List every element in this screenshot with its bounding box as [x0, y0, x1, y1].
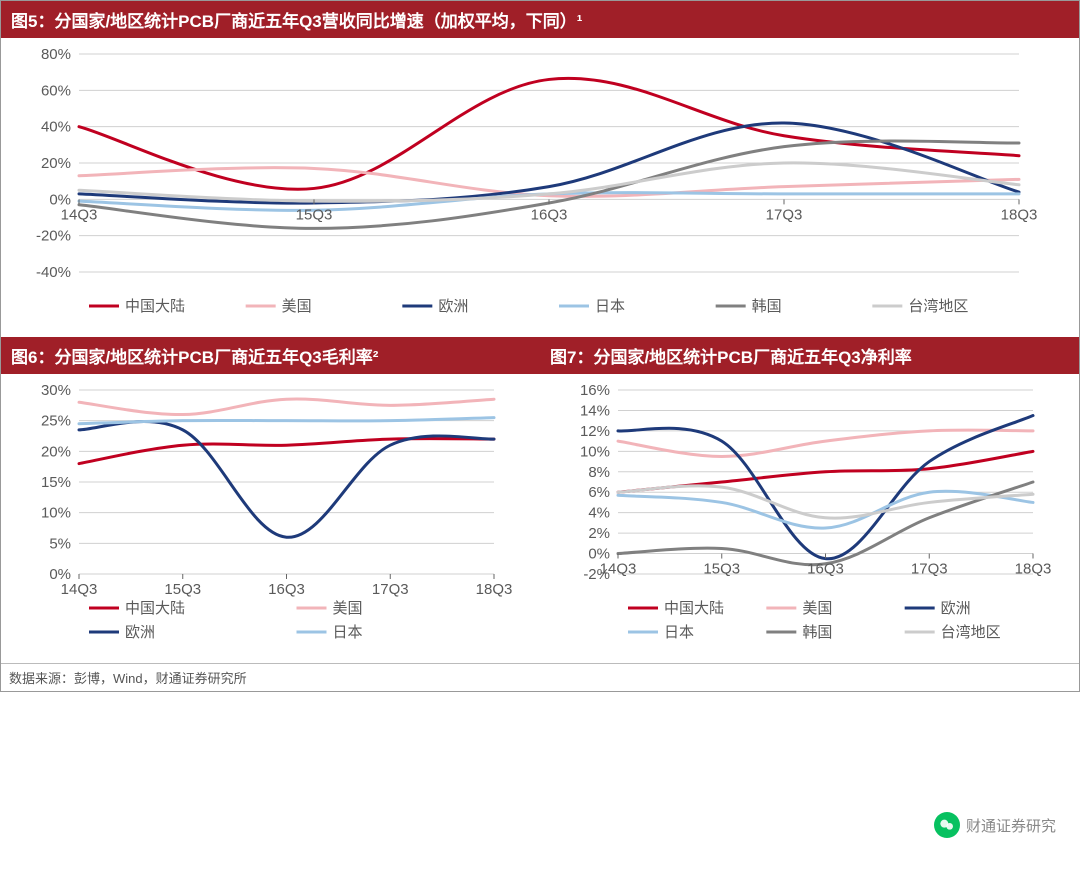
- svg-text:台湾地区: 台湾地区: [941, 624, 1001, 641]
- svg-text:15Q3: 15Q3: [296, 206, 333, 223]
- svg-text:20%: 20%: [41, 155, 71, 172]
- svg-text:30%: 30%: [41, 382, 71, 399]
- svg-text:美国: 美国: [802, 600, 832, 617]
- svg-text:美国: 美国: [282, 298, 312, 315]
- svg-text:14Q3: 14Q3: [600, 561, 637, 578]
- chart6-title: 图6：分国家/地区统计PCB厂商近五年Q3毛利率²: [1, 337, 540, 374]
- svg-text:20%: 20%: [41, 443, 71, 460]
- svg-text:17Q3: 17Q3: [372, 581, 409, 598]
- svg-text:4%: 4%: [588, 505, 610, 522]
- svg-text:中国大陆: 中国大陆: [125, 600, 185, 617]
- svg-text:17Q3: 17Q3: [911, 561, 948, 578]
- chart6-wrap: 0%5%10%15%20%25%30%14Q315Q316Q317Q318Q3中…: [1, 374, 540, 663]
- svg-text:台湾地区: 台湾地区: [908, 298, 968, 315]
- svg-text:欧洲: 欧洲: [125, 624, 155, 641]
- svg-text:15Q3: 15Q3: [703, 561, 740, 578]
- svg-text:8%: 8%: [588, 464, 610, 481]
- svg-text:14Q3: 14Q3: [61, 581, 98, 598]
- svg-text:18Q3: 18Q3: [476, 581, 513, 598]
- svg-text:18Q3: 18Q3: [1015, 561, 1052, 578]
- svg-text:10%: 10%: [41, 505, 71, 522]
- chart6-col: 图6：分国家/地区统计PCB厂商近五年Q3毛利率² 0%5%10%15%20%2…: [1, 337, 540, 663]
- svg-text:12%: 12%: [580, 423, 610, 440]
- svg-text:-40%: -40%: [36, 264, 71, 281]
- chart5-wrap: -40%-20%0%20%40%60%80%14Q315Q316Q317Q318…: [1, 38, 1079, 337]
- data-source-footer: 数据来源：彭博，Wind，财通证券研究所: [1, 663, 1079, 691]
- wechat-badge: 财通证券研究: [934, 812, 1056, 838]
- svg-text:16Q3: 16Q3: [268, 581, 305, 598]
- svg-text:韩国: 韩国: [802, 624, 832, 641]
- chart7-title: 图7：分国家/地区统计PCB厂商近五年Q3净利率: [540, 337, 1079, 374]
- svg-text:18Q3: 18Q3: [1001, 206, 1038, 223]
- svg-text:中国大陆: 中国大陆: [125, 298, 185, 315]
- svg-text:16%: 16%: [580, 382, 610, 399]
- svg-text:25%: 25%: [41, 413, 71, 430]
- wechat-label: 财通证券研究: [966, 815, 1056, 836]
- svg-text:欧洲: 欧洲: [941, 600, 971, 617]
- svg-text:韩国: 韩国: [752, 298, 782, 315]
- svg-text:中国大陆: 中国大陆: [664, 600, 724, 617]
- svg-text:15%: 15%: [41, 474, 71, 491]
- svg-text:14Q3: 14Q3: [61, 206, 98, 223]
- svg-text:14%: 14%: [580, 402, 610, 419]
- chart7: -2%0%2%4%6%8%10%12%14%16%14Q315Q316Q317Q…: [548, 378, 1071, 663]
- wechat-icon: [934, 812, 960, 838]
- svg-text:15Q3: 15Q3: [164, 581, 201, 598]
- svg-text:-20%: -20%: [36, 228, 71, 245]
- report-container: 图5：分国家/地区统计PCB厂商近五年Q3营收同比增速（加权平均，下同）¹ -4…: [0, 0, 1080, 692]
- bottom-row: 图6：分国家/地区统计PCB厂商近五年Q3毛利率² 0%5%10%15%20%2…: [1, 337, 1079, 663]
- svg-text:17Q3: 17Q3: [766, 206, 803, 223]
- chart5-title: 图5：分国家/地区统计PCB厂商近五年Q3营收同比增速（加权平均，下同）¹: [1, 1, 1079, 38]
- svg-text:60%: 60%: [41, 82, 71, 99]
- chart7-wrap: -2%0%2%4%6%8%10%12%14%16%14Q315Q316Q317Q…: [540, 374, 1079, 663]
- svg-text:10%: 10%: [580, 443, 610, 460]
- svg-text:80%: 80%: [41, 46, 71, 63]
- svg-text:16Q3: 16Q3: [531, 206, 568, 223]
- chart6: 0%5%10%15%20%25%30%14Q315Q316Q317Q318Q3中…: [9, 378, 532, 663]
- svg-text:5%: 5%: [49, 535, 71, 552]
- svg-text:2%: 2%: [588, 525, 610, 542]
- svg-text:6%: 6%: [588, 484, 610, 501]
- svg-text:美国: 美国: [333, 600, 363, 617]
- svg-text:16Q3: 16Q3: [807, 561, 844, 578]
- chart5: -40%-20%0%20%40%60%80%14Q315Q316Q317Q318…: [9, 42, 1071, 337]
- chart7-col: 图7：分国家/地区统计PCB厂商近五年Q3净利率 -2%0%2%4%6%8%10…: [540, 337, 1079, 663]
- svg-text:欧洲: 欧洲: [438, 298, 468, 315]
- svg-text:日本: 日本: [333, 624, 363, 641]
- svg-text:日本: 日本: [595, 298, 625, 315]
- svg-text:40%: 40%: [41, 119, 71, 136]
- svg-text:日本: 日本: [664, 624, 694, 641]
